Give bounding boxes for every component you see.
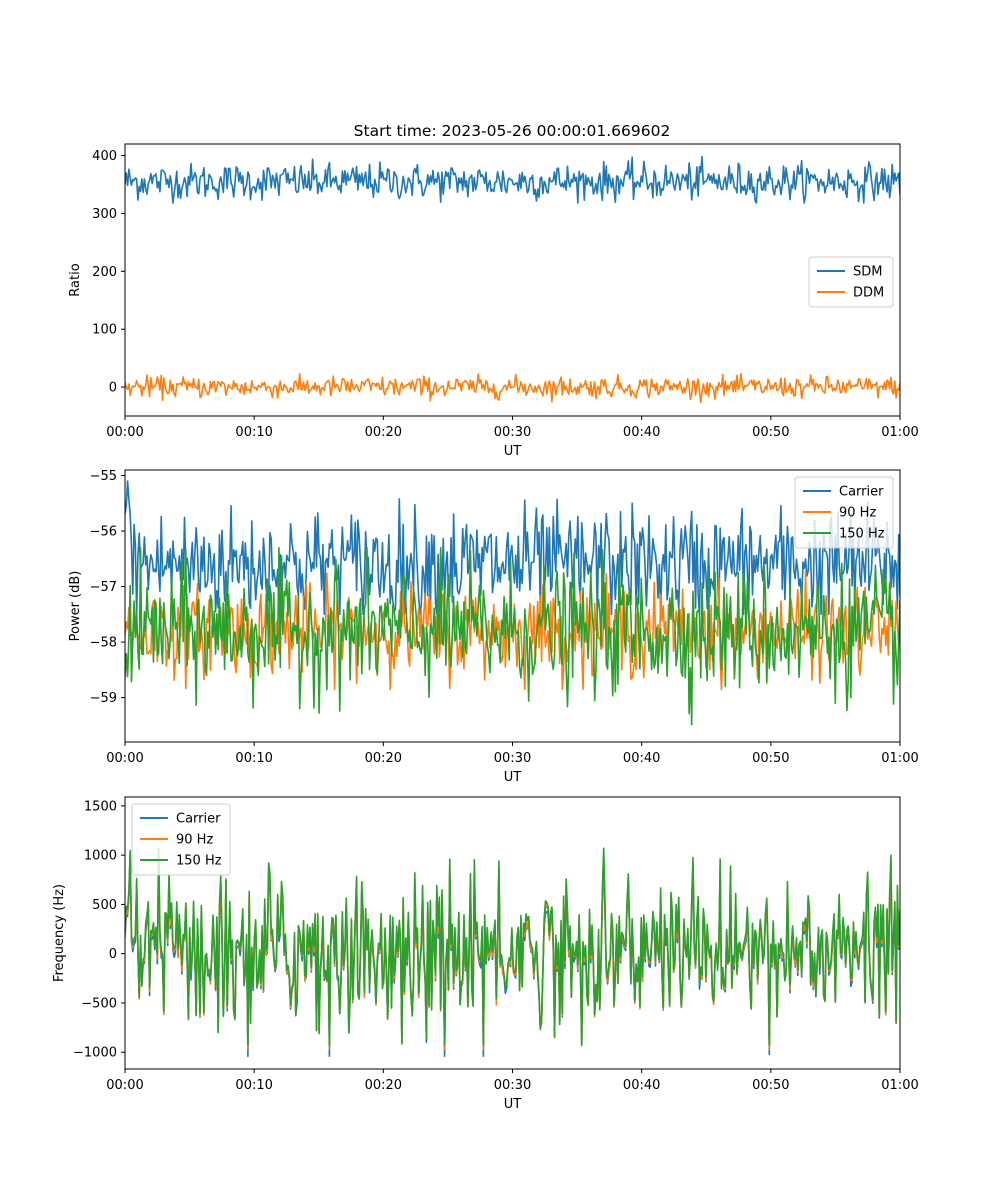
x-axis-label: UT	[504, 444, 522, 459]
series-line-ddm	[125, 372, 900, 404]
y-tick-label: 500	[92, 898, 117, 913]
y-tick-label: 200	[92, 265, 117, 280]
x-tick-label: 00:50	[752, 751, 789, 766]
x-tick-label: 00:30	[494, 1078, 531, 1093]
x-tick-label: 00:40	[623, 1078, 660, 1093]
series-line-sdm	[125, 155, 900, 204]
series-group	[125, 480, 900, 726]
x-tick-label: 00:20	[365, 425, 402, 440]
x-tick-label: 01:00	[881, 425, 918, 440]
series-line-150-hz	[125, 847, 900, 1047]
panel-3: 00:00 00:10 00:20 00:30 00:40 00:50 01:00 UT −10…	[52, 796, 919, 1112]
x-tick-label: 00:50	[752, 425, 789, 440]
panel-1: 00:00 00:10 00:20 00:30 00:40 00:50 01:00 UT 0 10…	[68, 143, 919, 459]
x-tick-label: 00:00	[106, 1078, 143, 1093]
y-axis-label: Ratio	[68, 263, 83, 296]
series-line-carrier	[125, 480, 900, 616]
x-tick-label: 00:00	[106, 751, 143, 766]
y-tick-label: −500	[81, 996, 117, 1011]
legend: Carrier 90 Hz 150 Hz	[794, 476, 894, 549]
y-tick-label: −56	[90, 525, 117, 540]
x-tick-label: 00:10	[235, 1078, 272, 1093]
x-axis-label: UT	[504, 1097, 522, 1112]
legend: Carrier 90 Hz 150 Hz	[131, 803, 231, 876]
legend: SDM DDM	[808, 256, 894, 308]
x-tick-label: 00:10	[235, 425, 272, 440]
legend-label: 150 Hz	[176, 854, 222, 869]
y-axis-label: Frequency (Hz)	[52, 884, 67, 982]
x-tick-label: 00:20	[365, 751, 402, 766]
legend-label: Carrier	[839, 485, 884, 500]
x-tick-label: 00:40	[623, 751, 660, 766]
x-tick-label: 01:00	[881, 1078, 918, 1093]
y-tick-label: −55	[90, 469, 117, 484]
y-axis-label: Power (dB)	[68, 571, 83, 642]
series-group	[125, 155, 900, 404]
series-group	[125, 847, 900, 1057]
legend-box	[808, 256, 894, 308]
figure-title: Start time: 2023-05-26 00:00:01.669602	[354, 122, 671, 140]
y-tick-label: 100	[92, 323, 117, 338]
y-tick-label: −57	[90, 580, 117, 595]
y-tick-label: 300	[92, 207, 117, 222]
y-tick-label: 400	[92, 149, 117, 164]
panels: 00:00 00:10 00:20 00:30 00:40 00:50 01:00 UT 0 10…	[52, 143, 919, 1112]
y-tick-label: 0	[109, 381, 117, 396]
x-tick-label: 00:30	[494, 751, 531, 766]
series-line-150-hz	[125, 546, 900, 726]
legend-label: Carrier	[176, 812, 221, 827]
y-tick-label: −1000	[73, 1046, 117, 1061]
y-tick-label: 1500	[84, 799, 117, 814]
y-tick-label: −59	[90, 691, 117, 706]
x-tick-label: 00:40	[623, 425, 660, 440]
x-tick-label: 01:00	[881, 751, 918, 766]
legend-label: 90 Hz	[176, 833, 213, 848]
legend-box	[131, 803, 231, 876]
legend-label: 90 Hz	[839, 506, 876, 521]
x-tick-label: 00:30	[494, 425, 531, 440]
legend-label: 150 Hz	[839, 527, 885, 542]
x-tick-label: 00:20	[365, 1078, 402, 1093]
y-tick-label: 1000	[84, 849, 117, 864]
x-axis-label: UT	[504, 770, 522, 785]
x-tick-label: 00:50	[752, 1078, 789, 1093]
y-tick-label: −58	[90, 636, 117, 651]
legend-label: DDM	[853, 286, 884, 301]
legend-box	[794, 476, 894, 549]
x-tick-label: 00:10	[235, 751, 272, 766]
y-tick-label: 0	[109, 947, 117, 962]
legend-label: SDM	[853, 265, 882, 280]
panel-2: 00:00 00:10 00:20 00:30 00:40 00:50 01:00 UT −59…	[68, 469, 919, 785]
x-tick-label: 00:00	[106, 425, 143, 440]
